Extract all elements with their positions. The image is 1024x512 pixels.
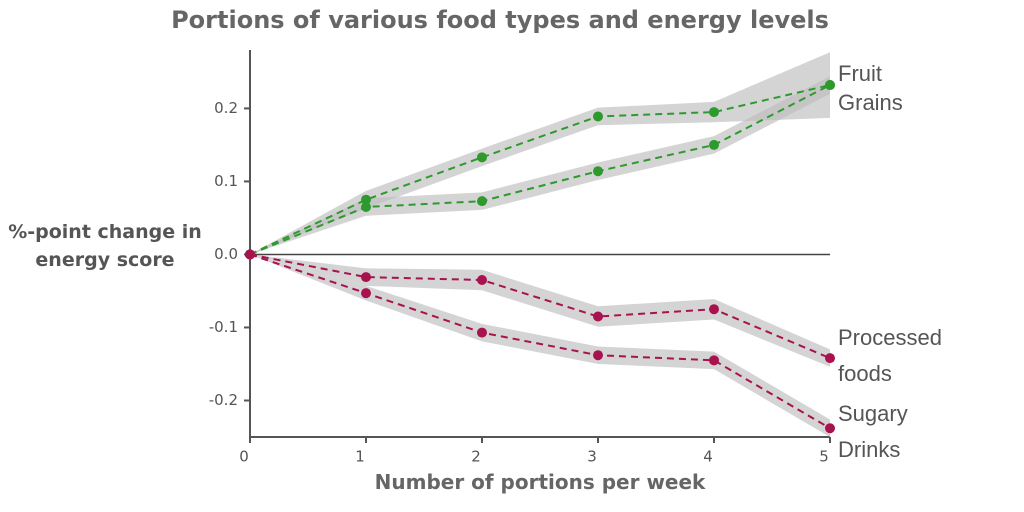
series-line	[249, 84, 831, 256]
x-tick-label: 1	[355, 448, 365, 466]
point	[709, 304, 719, 315]
point	[361, 272, 371, 283]
series-label: Processed foods	[838, 325, 942, 386]
x-tick-label: 0	[239, 448, 249, 466]
point	[477, 275, 487, 286]
point	[361, 201, 371, 212]
y-tick-label: -0.2	[209, 391, 238, 409]
y-tick-label: -0.1	[209, 318, 238, 336]
point	[593, 311, 603, 322]
point	[709, 139, 719, 150]
point	[477, 152, 487, 163]
chart-title: Portions of various food types and energ…	[171, 6, 829, 34]
y-axis-label: %-point change in energy score	[8, 221, 202, 271]
x-tick-label: 5	[819, 448, 829, 466]
confidence-band	[250, 76, 830, 255]
point	[361, 288, 371, 299]
point	[593, 111, 603, 122]
x-tick-label: 2	[471, 448, 481, 466]
point	[825, 80, 835, 91]
point	[361, 194, 371, 205]
point	[593, 350, 603, 361]
confidence-band	[250, 254, 830, 437]
series-line	[249, 253, 831, 360]
x-tick-label: 4	[703, 448, 713, 466]
point	[245, 249, 255, 260]
series-line	[249, 253, 831, 430]
point	[825, 353, 835, 364]
point	[477, 327, 487, 338]
series-label: Sugary Drinks	[838, 401, 908, 462]
series-label: Grains	[838, 90, 903, 115]
x-axis-label: Number of portions per week	[374, 470, 706, 494]
point	[709, 107, 719, 118]
point	[825, 423, 835, 434]
point	[709, 355, 719, 366]
x-tick-label: 3	[587, 448, 597, 466]
y-tick-label: 0.1	[214, 172, 238, 190]
confidence-band	[250, 254, 830, 367]
series-label: Fruit	[838, 61, 882, 86]
y-tick-label: 0.0	[214, 245, 238, 263]
point	[477, 196, 487, 207]
point	[593, 166, 603, 177]
series-line	[249, 84, 831, 256]
y-tick-label: 0.2	[214, 99, 238, 117]
